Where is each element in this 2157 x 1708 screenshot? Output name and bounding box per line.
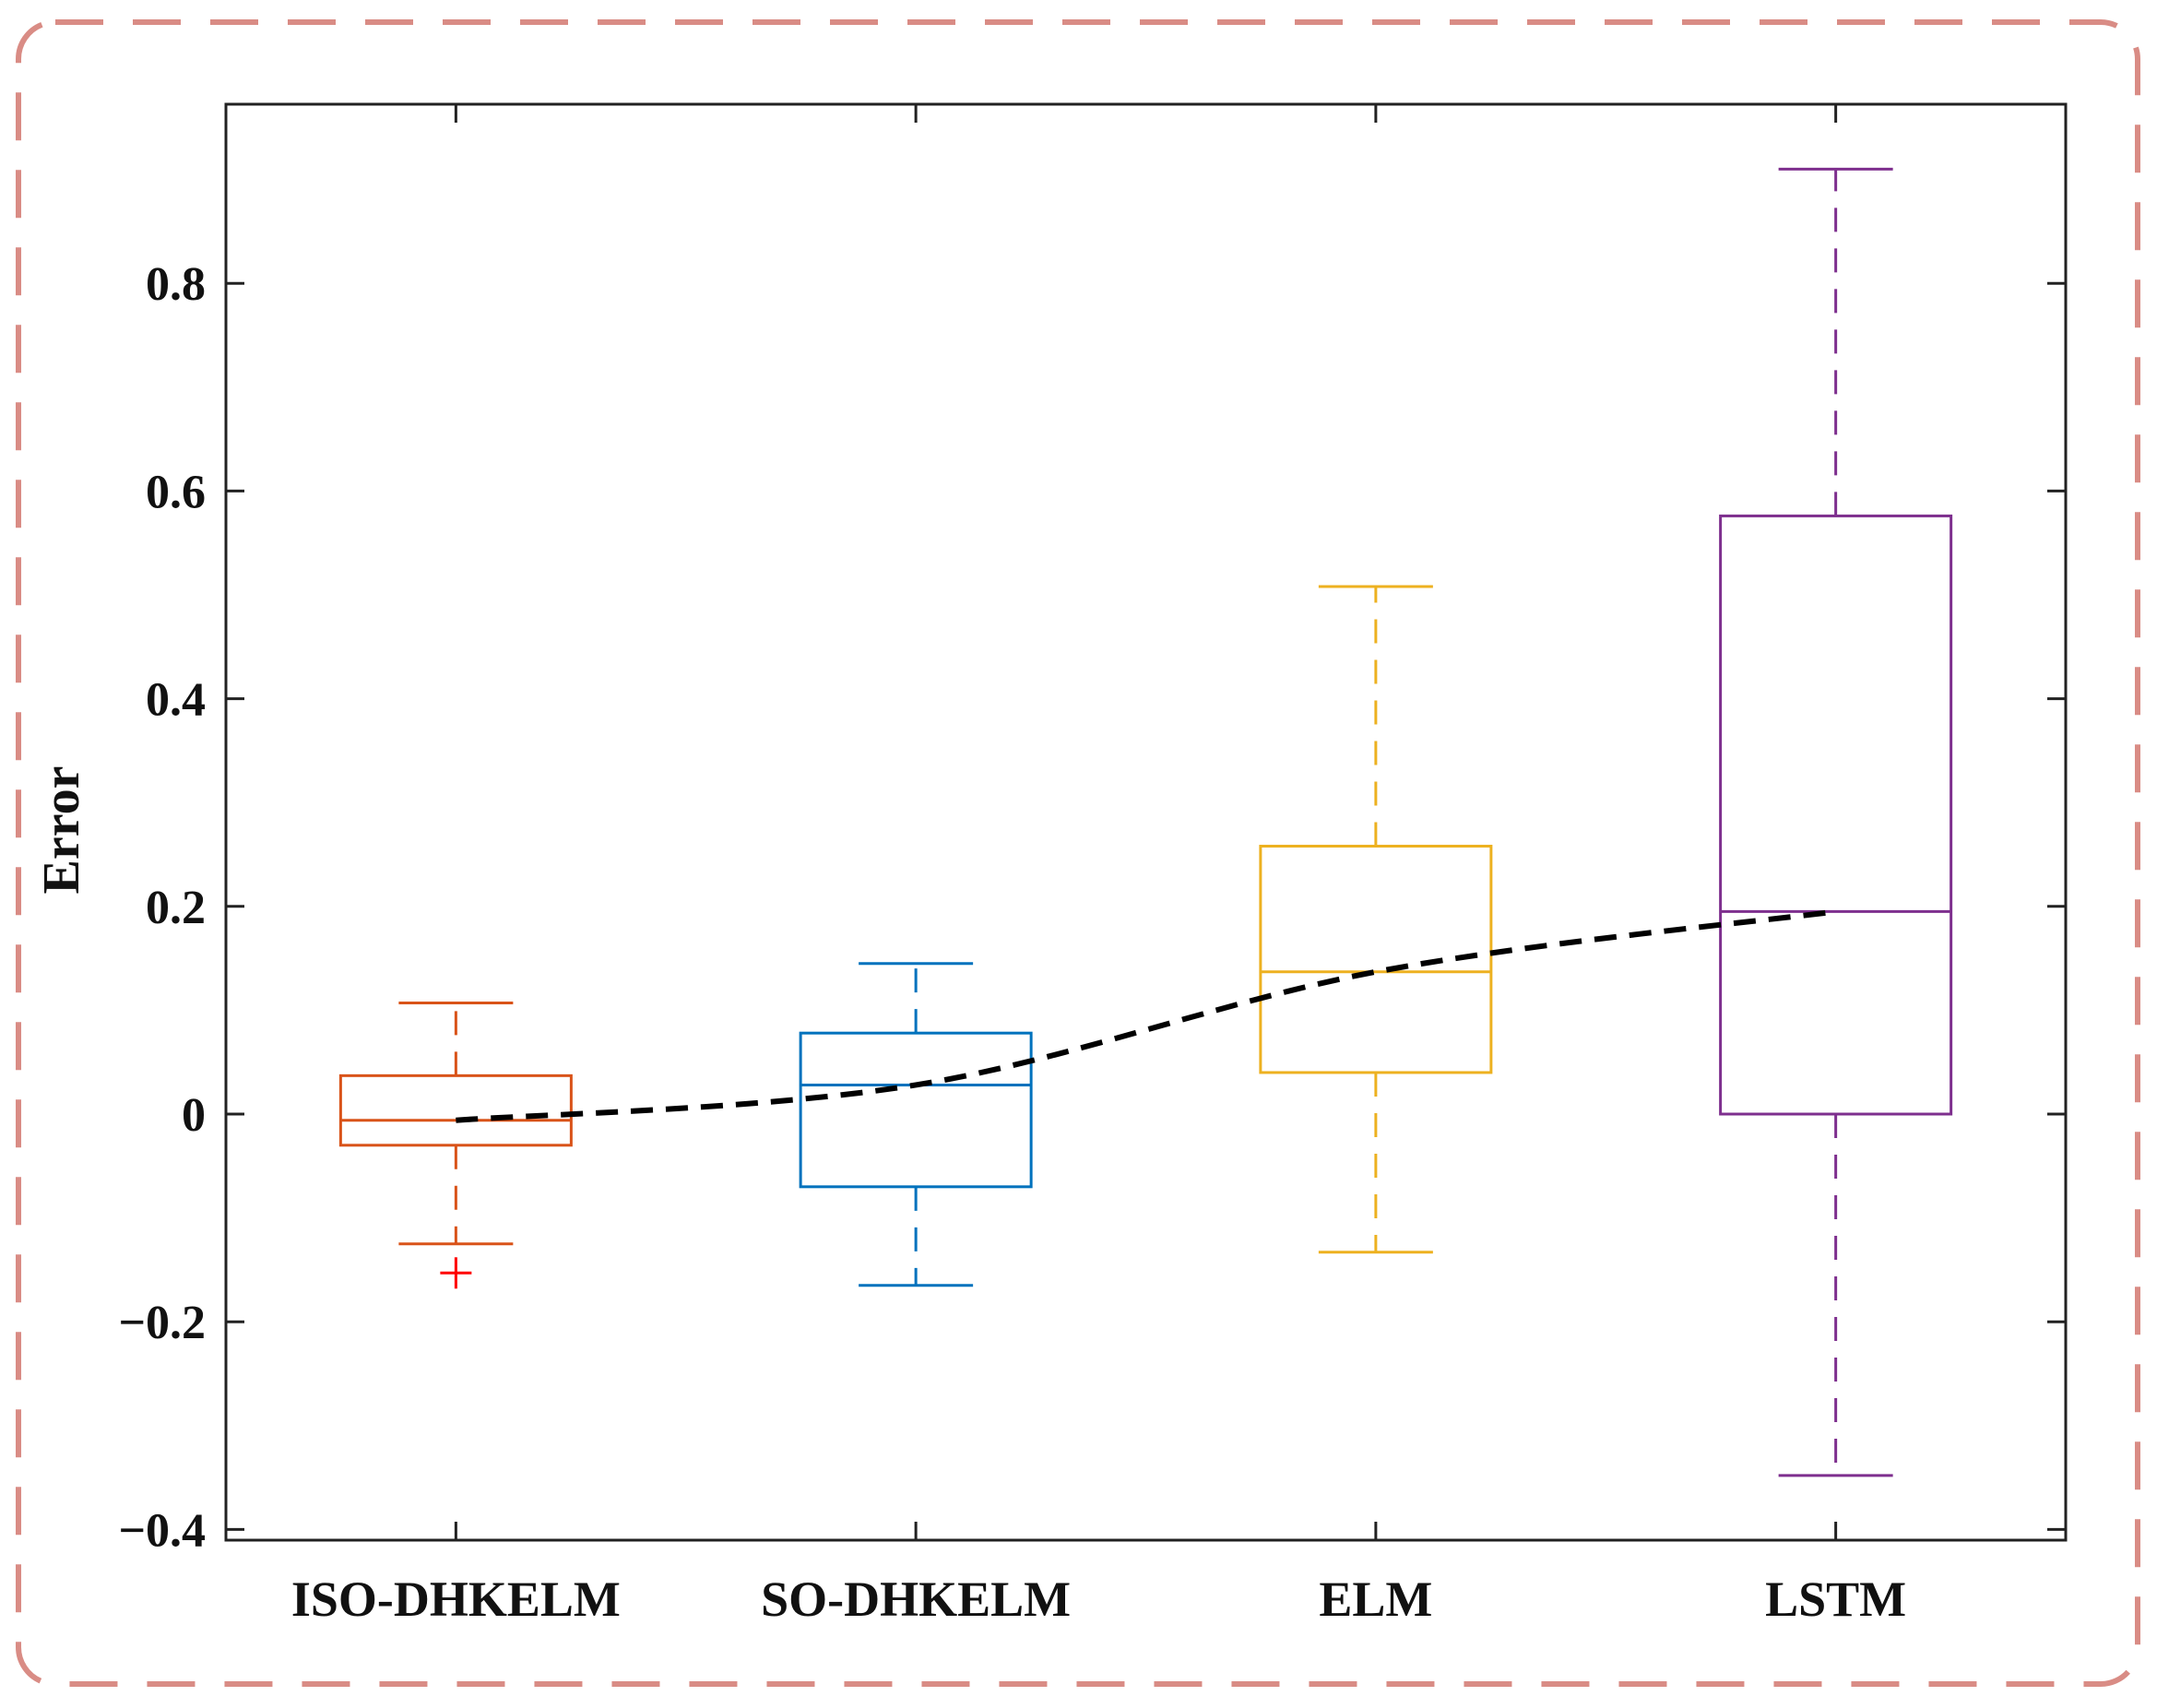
x-tick-label: ELM	[1319, 1572, 1432, 1627]
y-tick-label: 0.8	[146, 258, 206, 311]
median-trend-line	[456, 908, 1837, 1123]
x-tick-label: LSTM	[1765, 1572, 1906, 1627]
y-tick-label: −0.4	[118, 1504, 206, 1557]
plot-area: −0.4 −0.2 0 0.2 0.4 0.6 0.8 ISO-DHKELM SO-DHKELM…	[118, 102, 2068, 1627]
x-tick-label: SO-DHKELM	[761, 1572, 1071, 1627]
box-lstm	[1719, 167, 1953, 1477]
iqr-box	[799, 1031, 1033, 1189]
iqr-box	[1719, 514, 1953, 1116]
box-iso-dhkelm	[338, 1002, 573, 1289]
y-tick-label: 0.4	[146, 674, 206, 727]
iqr-box	[1259, 844, 1493, 1074]
y-tick-label: −0.2	[118, 1297, 206, 1349]
box-so-dhkelm	[799, 962, 1033, 1287]
axes-frame	[224, 102, 2068, 1542]
y-tick-label: 0.6	[146, 466, 206, 518]
box-elm	[1259, 585, 1493, 1254]
iqr-box	[338, 1073, 573, 1147]
y-axis-label: Error	[33, 766, 90, 895]
y-tick-label: 0.2	[146, 882, 206, 934]
dashed-outer-frame	[16, 19, 2140, 1687]
y-tick-label: 0	[182, 1089, 206, 1142]
x-tick-label: ISO-DHKELM	[291, 1572, 621, 1627]
